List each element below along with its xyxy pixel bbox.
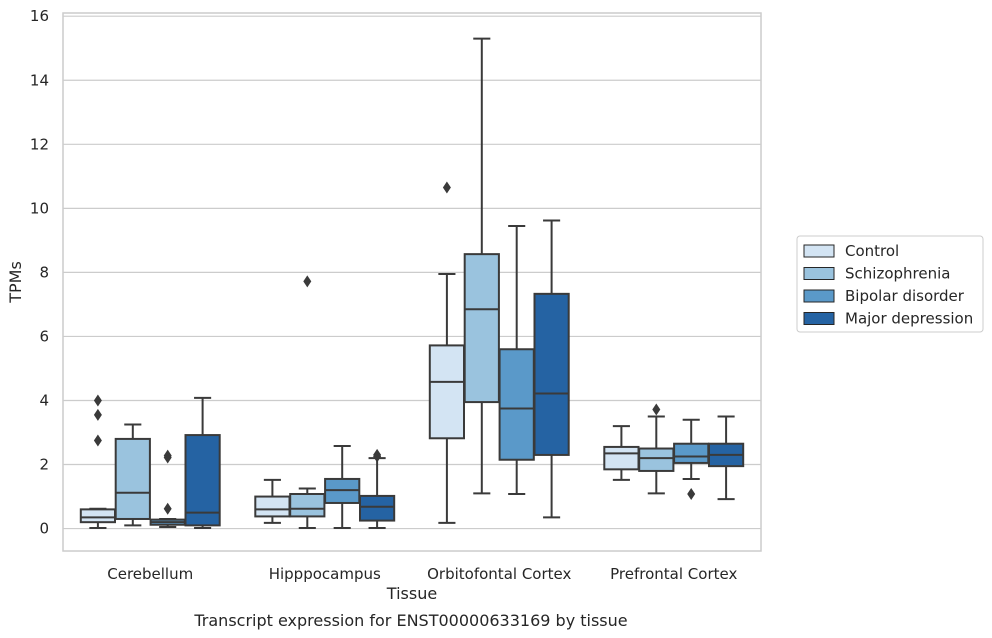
legend-frame [796, 235, 984, 333]
box-2-2 [498, 224, 535, 495]
legend-items: Control Schizophrenia Bipolar disorder Majo… [803, 242, 973, 328]
y-axis-ticks: 0 2 4 6 8 10 12 14 16 [30, 7, 49, 537]
outlier-point [373, 448, 382, 461]
outlier-point [163, 449, 172, 462]
legend-swatch [803, 289, 835, 303]
box-1-3 [638, 403, 675, 495]
outlier-point [652, 403, 661, 416]
y-tick-label: 4 [39, 391, 49, 409]
y-tick-label: 8 [39, 263, 49, 281]
box-iqr [289, 492, 326, 518]
y-tick-label: 6 [39, 327, 49, 345]
outlier-point [687, 487, 696, 500]
legend-swatch [803, 312, 835, 325]
box-3-1 [358, 448, 396, 529]
box-2-0 [149, 449, 186, 528]
y-tick-label: 14 [30, 71, 49, 89]
box-iqr [463, 253, 500, 404]
plot-frame [62, 12, 762, 552]
box-iqr [114, 437, 151, 520]
x-tick-label: Orbitofontal Cortex [427, 565, 571, 583]
box-1-1 [289, 275, 326, 529]
box-0-3 [603, 425, 640, 481]
outlier-point [93, 408, 102, 421]
legend-label: Bipolar disorder [845, 287, 965, 305]
box-iqr [254, 495, 291, 518]
x-tick-label: Hipppocampus [269, 565, 381, 583]
y-tick-label: 16 [30, 7, 49, 25]
box-iqr [603, 445, 640, 471]
legend-label: Control [845, 242, 899, 260]
legend-label: Major depression [845, 310, 973, 328]
legend: Control Schizophrenia Bipolar disorder Majo… [796, 235, 984, 333]
y-tick-label: 0 [39, 520, 49, 538]
box-3-2 [533, 219, 570, 519]
y-tick-label: 12 [30, 135, 49, 153]
box-0-2 [428, 181, 466, 524]
box-0-0 [79, 394, 117, 529]
box-3-3 [707, 415, 745, 501]
boxes-layer [79, 37, 745, 529]
box-2-3 [673, 418, 710, 500]
box-2-1 [324, 444, 361, 529]
outlier-point [93, 434, 102, 447]
x-tick-label: Prefrontal Cortex [610, 565, 737, 583]
chart-caption: Transcript expression for ENST0000063316… [193, 611, 627, 630]
grid-layer [63, 15, 761, 530]
legend-swatch [803, 244, 835, 258]
outlier-point [163, 502, 172, 515]
box-0-1 [254, 478, 291, 524]
outlier-point [303, 275, 312, 288]
y-axis-label: TPMs [6, 261, 25, 304]
x-axis-ticks: Cerebellum Hipppocampus Orbitofontal Corte… [107, 565, 737, 583]
x-axis-label: Tissue [386, 584, 437, 603]
box-iqr [673, 442, 710, 464]
box-iqr [498, 348, 535, 461]
box-iqr [533, 292, 570, 456]
box-iqr [79, 508, 117, 524]
box-1-2 [463, 37, 500, 495]
box-iqr [638, 447, 675, 472]
box-3-0 [184, 396, 221, 529]
box-iqr [184, 434, 221, 527]
outlier-point [442, 181, 451, 194]
legend-swatch [803, 267, 835, 280]
box-iqr [358, 494, 396, 522]
x-tick-label: Cerebellum [107, 565, 193, 583]
box-1-0 [114, 423, 151, 527]
box-iqr [428, 344, 466, 440]
legend-label: Schizophrenia [845, 265, 950, 283]
y-tick-label: 10 [30, 199, 49, 217]
y-tick-label: 2 [39, 456, 49, 474]
outlier-point [93, 394, 102, 407]
